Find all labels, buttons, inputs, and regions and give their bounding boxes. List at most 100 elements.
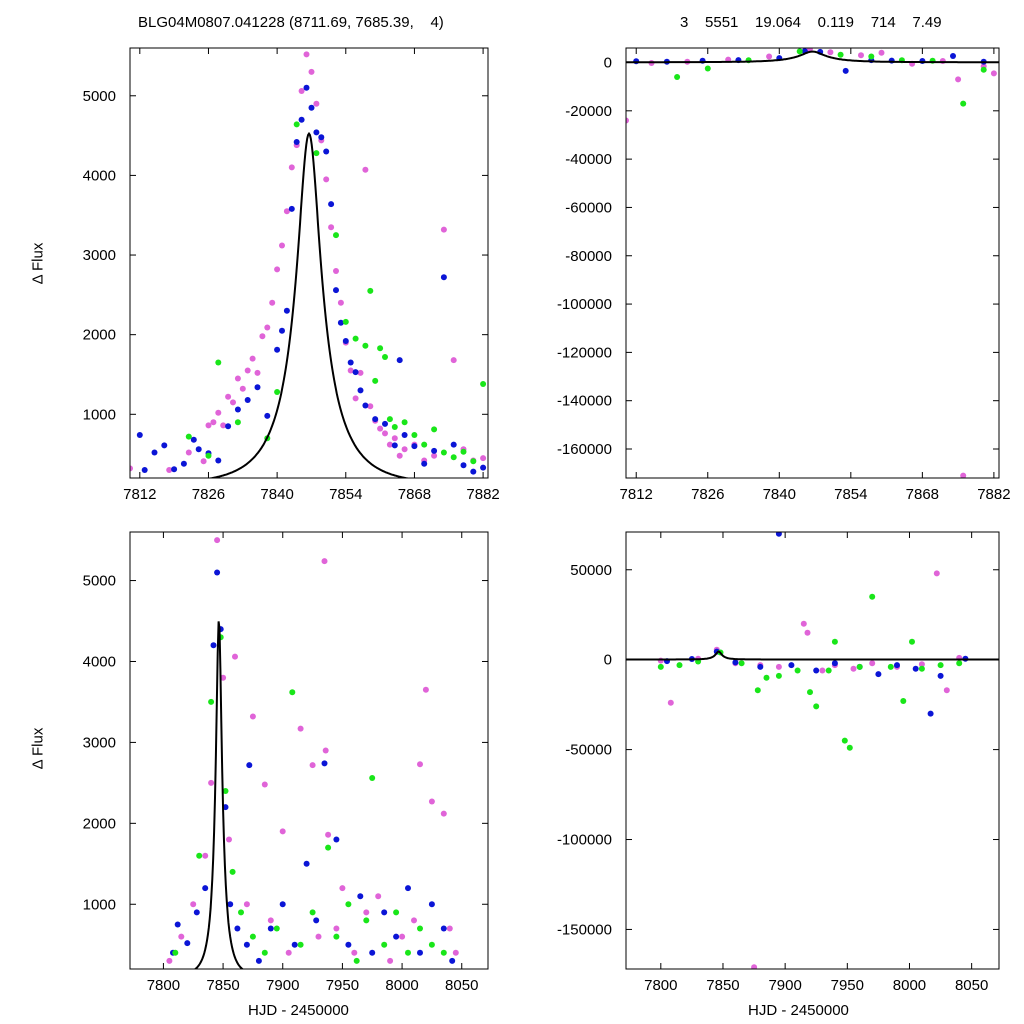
data-point xyxy=(315,933,322,940)
data-point xyxy=(362,342,369,349)
data-point xyxy=(289,689,296,696)
data-point xyxy=(234,406,241,413)
data-point xyxy=(894,662,900,669)
data-point xyxy=(264,324,271,331)
data-point xyxy=(775,672,782,679)
data-point xyxy=(274,266,281,273)
data-point xyxy=(362,402,369,409)
data-point xyxy=(351,949,358,956)
data-point xyxy=(391,424,398,430)
data-point xyxy=(328,201,335,208)
data-point xyxy=(313,917,320,924)
data-point xyxy=(288,205,295,212)
data-point xyxy=(937,672,944,679)
x-axis-label-left: HJD - 2450000 xyxy=(248,1002,349,1019)
data-point xyxy=(259,333,266,340)
data-point xyxy=(960,100,967,107)
data-point xyxy=(333,836,340,843)
data-point xyxy=(842,67,849,74)
data-point xyxy=(460,462,467,469)
data-point xyxy=(234,419,241,426)
points-group xyxy=(130,51,487,475)
x-tick-label: 7854 xyxy=(834,486,867,503)
data-point xyxy=(342,318,349,325)
data-point xyxy=(856,663,863,670)
y-tick-label: 5000 xyxy=(83,573,116,590)
data-point xyxy=(887,663,894,670)
y-tick-label: 3000 xyxy=(83,734,116,751)
data-point xyxy=(956,660,963,667)
data-point xyxy=(846,744,853,751)
data-point xyxy=(325,831,332,838)
data-point xyxy=(428,798,435,805)
data-point xyxy=(220,422,227,429)
x-tick-label: 7900 xyxy=(266,977,299,994)
data-point xyxy=(980,66,987,73)
data-point xyxy=(827,49,834,56)
data-point xyxy=(386,441,393,448)
data-point xyxy=(869,593,876,600)
data-point xyxy=(185,433,192,440)
data-point xyxy=(943,687,950,694)
data-point xyxy=(858,52,864,59)
data-point xyxy=(909,638,915,645)
data-point xyxy=(161,442,168,449)
plot-frame xyxy=(625,531,1000,970)
data-point xyxy=(757,663,764,670)
data-point xyxy=(937,662,944,669)
data-point xyxy=(171,466,178,473)
data-point xyxy=(775,532,782,537)
data-point xyxy=(377,345,384,352)
data-point xyxy=(362,166,369,173)
data-point xyxy=(151,449,158,456)
data-point xyxy=(704,65,711,72)
data-point xyxy=(417,925,423,932)
data-point xyxy=(337,299,344,306)
data-point xyxy=(912,665,919,672)
y-tick-label: -100000 xyxy=(557,296,612,313)
data-point xyxy=(775,663,782,670)
data-point xyxy=(342,338,349,344)
data-point xyxy=(254,384,261,391)
data-point xyxy=(411,917,417,924)
data-point xyxy=(261,949,268,956)
data-point xyxy=(399,933,406,940)
data-point xyxy=(274,389,281,395)
data-point xyxy=(391,435,398,442)
data-point xyxy=(227,901,234,908)
data-point xyxy=(313,129,320,136)
data-point xyxy=(382,420,388,427)
data-point xyxy=(345,901,352,908)
data-point xyxy=(794,667,801,674)
data-point xyxy=(955,76,962,83)
data-point xyxy=(333,287,339,294)
data-point xyxy=(291,941,298,948)
data-point xyxy=(180,460,187,467)
x-tick-label: 7840 xyxy=(260,486,293,503)
data-point xyxy=(405,949,411,956)
y-tick-label: 5000 xyxy=(83,88,116,105)
panel-top-right: 7812 7826 7840 7854 7868 7882 0 -20000 -40000 -60… xyxy=(557,47,1011,503)
data-point xyxy=(357,893,364,900)
data-point xyxy=(393,933,400,940)
data-point xyxy=(428,901,435,908)
data-point xyxy=(990,70,997,77)
model-curve xyxy=(626,50,999,64)
data-point xyxy=(382,354,388,360)
data-point xyxy=(401,419,408,426)
data-point xyxy=(382,430,388,437)
data-point xyxy=(386,416,393,423)
data-point xyxy=(626,117,629,124)
data-point xyxy=(480,464,487,471)
x-tick-label: 8000 xyxy=(893,977,926,994)
data-point xyxy=(328,224,335,231)
data-point xyxy=(813,667,820,674)
model-curve xyxy=(207,131,411,478)
data-point xyxy=(667,699,674,706)
data-point xyxy=(405,885,411,892)
data-point xyxy=(222,788,229,794)
data-point xyxy=(375,893,382,900)
data-point xyxy=(396,452,403,459)
data-point xyxy=(172,949,179,956)
